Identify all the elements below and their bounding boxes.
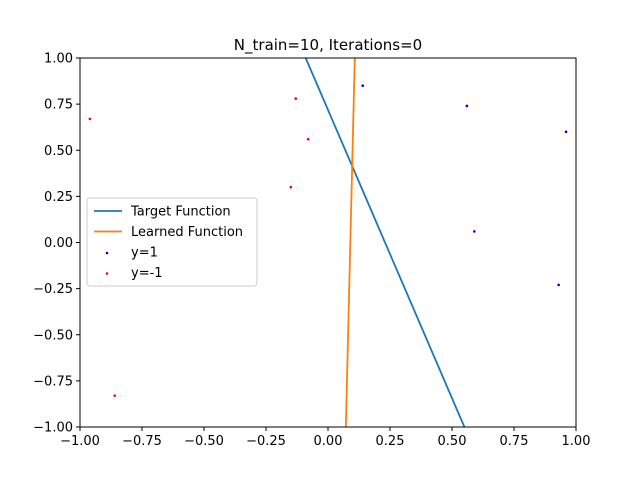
legend-label: Learned Function	[131, 225, 243, 240]
point-positive	[465, 104, 469, 108]
legend-label: y=-1	[131, 266, 163, 281]
function-lines	[304, 57, 466, 428]
x-axis: −1.00 −0.75 −0.50 −0.25 0.00 0.25 0.50 0.75 1.00	[60, 427, 590, 449]
legend-label: y=1	[131, 246, 158, 261]
x-tick-label: −0.50	[184, 434, 224, 449]
point-positive	[473, 230, 476, 233]
y-tick-label: −0.25	[33, 282, 73, 297]
x-tick-label: −0.75	[122, 434, 162, 449]
y-tick-label: 0.75	[44, 98, 73, 113]
x-tick-label: 0.00	[314, 434, 343, 449]
legend-swatch-point	[105, 272, 109, 275]
legend: Target Function Learned Function y=1 y=-1	[86, 197, 258, 287]
point-negative	[306, 137, 310, 141]
legend-swatch-point	[105, 251, 109, 255]
x-tick-label: 0.50	[438, 434, 467, 449]
point-negative	[289, 185, 293, 189]
x-tick-label: −1.00	[60, 434, 100, 449]
point-positive	[564, 130, 568, 134]
y-tick-label: 0.00	[44, 236, 73, 251]
legend-box	[86, 197, 258, 287]
y-tick-label: 1.00	[44, 52, 73, 67]
point-negative	[88, 117, 92, 121]
x-tick-label: 0.25	[376, 434, 405, 449]
y-tick-label: −1.00	[33, 421, 73, 436]
point-negative	[113, 394, 117, 397]
x-tick-label: 1.00	[562, 434, 591, 449]
learned-function-line	[344, 57, 356, 428]
y-tick-label: −0.75	[33, 374, 73, 389]
point-positive	[557, 283, 560, 287]
chart-title: N_train=10, Iterations=0	[234, 36, 422, 55]
point-positive	[361, 84, 365, 87]
y-tick-label: −0.50	[33, 328, 73, 343]
legend-label: Target Function	[130, 205, 231, 220]
y-tick-label: 0.25	[44, 190, 73, 205]
point-negative	[294, 97, 298, 100]
y-axis: −1.00 −0.75 −0.50 −0.25 0.00 0.25 0.50 0.75 1.00	[33, 52, 80, 436]
x-tick-label: −0.25	[246, 434, 286, 449]
target-function-line	[304, 57, 466, 428]
x-tick-label: 0.75	[500, 434, 529, 449]
y-tick-label: 0.50	[44, 144, 73, 159]
data-points	[88, 84, 568, 397]
